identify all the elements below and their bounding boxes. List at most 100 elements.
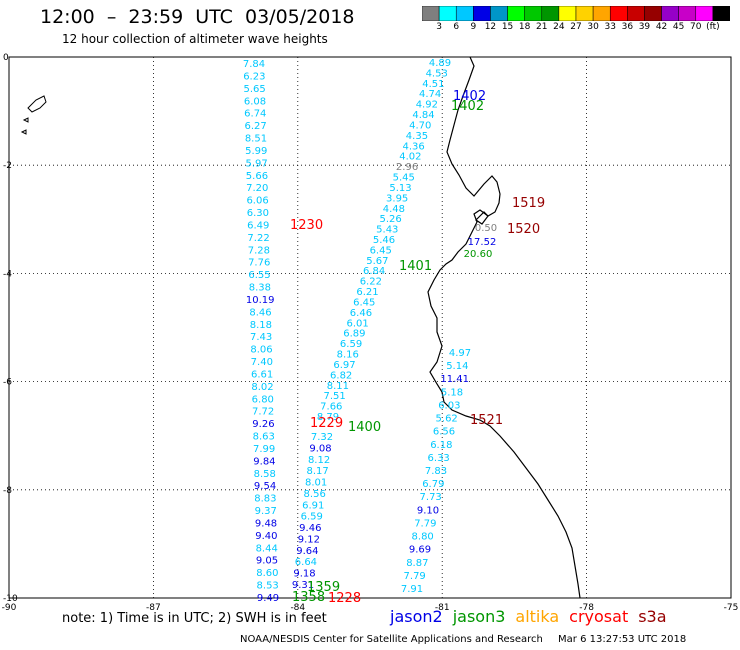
- track-right-value: 6.33: [428, 453, 450, 464]
- jason-track-left-value: 6.30: [247, 208, 269, 219]
- track-mid-value: 9.08: [309, 443, 331, 454]
- colorbar-labels: 3 6 9 12 15 18 21 24 27 30 33 36 39 42 45 70 (ft): [422, 22, 730, 34]
- latitude-label: -8: [3, 486, 12, 496]
- colorbar-tick-label: 70: [690, 22, 702, 32]
- track-right-value: 5.18: [441, 387, 463, 398]
- jason-track-left-value: 8.46: [249, 307, 271, 318]
- jason-track-left-value: 9.84: [253, 456, 275, 467]
- track-diagonal-value: 5.45: [393, 173, 415, 184]
- jason-track-left-value: 7.43: [250, 332, 272, 343]
- track-right-value: 7.73: [420, 492, 442, 503]
- track-mid-value: 9.46: [299, 523, 321, 534]
- track-diagonal-value: 6.21: [356, 287, 378, 298]
- coastline: [427, 56, 581, 599]
- track-right-value: 11.41: [440, 374, 469, 385]
- jason-track-left-value: 5.97: [245, 158, 267, 169]
- galapagos-isabela: [27, 95, 47, 113]
- track-mid-value: 9.31: [292, 580, 314, 591]
- colorbar-tick-label: 18: [518, 22, 531, 32]
- track-right-value: 8.87: [406, 558, 428, 569]
- jason-track-left-value: 8.18: [250, 320, 272, 331]
- pass-time-label: 1359: [307, 580, 340, 595]
- jason-track-left-value: 7.99: [253, 444, 275, 455]
- track-diagonal-value: 6.46: [350, 308, 372, 319]
- jason-track-left-value: 7.76: [248, 258, 270, 269]
- track-diagonal-value: 4.74: [419, 89, 441, 100]
- pass-time-label: 1228: [328, 591, 361, 606]
- satellite-jason3: jason3: [452, 607, 506, 626]
- jason-track-left-value: 6.74: [244, 109, 266, 120]
- track-diagonal-value: 6.82: [330, 370, 352, 381]
- lat-lon-grid: [9, 57, 731, 598]
- track-diagonal-value: 7.51: [323, 391, 345, 402]
- generation-timestamp: Mar 6 13:27:53 UTC 2018: [558, 634, 687, 645]
- jason-track-left-value: 6.55: [248, 270, 270, 281]
- longitude-label: -75: [724, 603, 739, 613]
- south-america-coastline: [427, 56, 581, 599]
- colorbar-tick-label: 30: [587, 22, 599, 32]
- track-diagonal-value: 4.84: [412, 110, 434, 121]
- colorbar-tick-label: 9: [470, 22, 477, 32]
- jason-track-left-value: 6.61: [251, 369, 273, 380]
- jason-track-left-value: 8.63: [253, 432, 275, 443]
- jason-track-left-value: 8.02: [251, 382, 273, 393]
- track-mid-value: 6.64: [295, 557, 317, 568]
- satellite-cryosat: cryosat: [569, 607, 629, 626]
- track-diagonal-value: 8.11: [327, 381, 349, 392]
- track-right-value: 5.62: [436, 414, 458, 425]
- jason-track-left-value: 5.65: [244, 84, 266, 95]
- track-diagonal-value: 8.79: [317, 412, 339, 423]
- colorbar-tick-label: 6: [453, 22, 460, 32]
- colorbar-tick-label: (ft): [706, 22, 720, 32]
- galapagos-small-2: [20, 129, 27, 135]
- track-mid-value: 6.59: [301, 512, 323, 523]
- jason-track-left-value: 7.40: [251, 357, 273, 368]
- jason-track-left-value: 7.22: [247, 233, 269, 244]
- track-right-value: 7.79: [404, 571, 426, 582]
- pass-time-label: 1402: [451, 99, 484, 114]
- colorbar-tick-label: 39: [638, 22, 651, 32]
- map-title: 12:00 – 23:59 UTC 03/05/2018: [40, 6, 355, 28]
- track-diagonal-value: 4.92: [416, 100, 438, 111]
- galapagos-small-1: [22, 117, 29, 123]
- usage-note: note: 1) Time is in UTC; 2) SWH is in fe…: [62, 611, 327, 626]
- jason-track-left-value: 8.83: [254, 494, 276, 505]
- colorbar-tick-label: 33: [604, 22, 616, 32]
- track-diagonal-value: 4.35: [406, 131, 428, 142]
- jason-track-left-value: 10.19: [246, 295, 275, 306]
- track-diagonal-value: 5.67: [366, 256, 388, 267]
- latitude-label: -4: [3, 269, 12, 279]
- jason-track-left-value: 6.08: [244, 96, 266, 107]
- jason-track-left-value: 6.23: [243, 71, 265, 82]
- jason-track-left-value: 9.40: [255, 531, 277, 542]
- track-diagonal-value: 5.26: [379, 214, 401, 225]
- track-diagonal-value: 4.02: [399, 152, 421, 163]
- jason-track-left-value: 8.06: [250, 345, 272, 356]
- colorbar-tick-label: 24: [553, 22, 565, 32]
- pass-time-label: 1230: [290, 218, 323, 233]
- footer-credit: NOAA/NESDIS Center for Satellite Applica…: [240, 634, 686, 645]
- jason-track-left-value: 9.37: [255, 506, 277, 517]
- track-diagonal-value: 6.45: [370, 245, 392, 256]
- jason-track-left-value: 6.27: [244, 121, 266, 132]
- jason-track-left-value: 7.20: [246, 183, 268, 194]
- track-diagonal-value: 8.16: [337, 350, 359, 361]
- coastal-wave-value: 0.50: [475, 223, 497, 234]
- track-diagonal-value: 2.96: [396, 162, 418, 173]
- track-diagonal-value: 4.53: [426, 68, 448, 79]
- colorbar-tick-label: 45: [672, 22, 685, 32]
- track-right-value: 9.10: [417, 505, 439, 516]
- latitude-label: -10: [3, 594, 18, 604]
- satellite-s3a: s3a: [638, 607, 667, 626]
- wave-height-colorbar: [422, 6, 730, 21]
- pass-time-label: 1229: [310, 416, 343, 431]
- track-right-value: 6.18: [430, 440, 452, 451]
- jason-track-left-value: 7.72: [252, 407, 274, 418]
- plot-frame: [8, 56, 732, 599]
- gulf-of-guayaquil: [475, 211, 489, 225]
- track-diagonal-value: 6.45: [353, 297, 375, 308]
- track-diagonal-value: 4.70: [409, 120, 431, 131]
- track-right-value: 7.79: [414, 518, 436, 529]
- latitude-label: -6: [3, 378, 12, 388]
